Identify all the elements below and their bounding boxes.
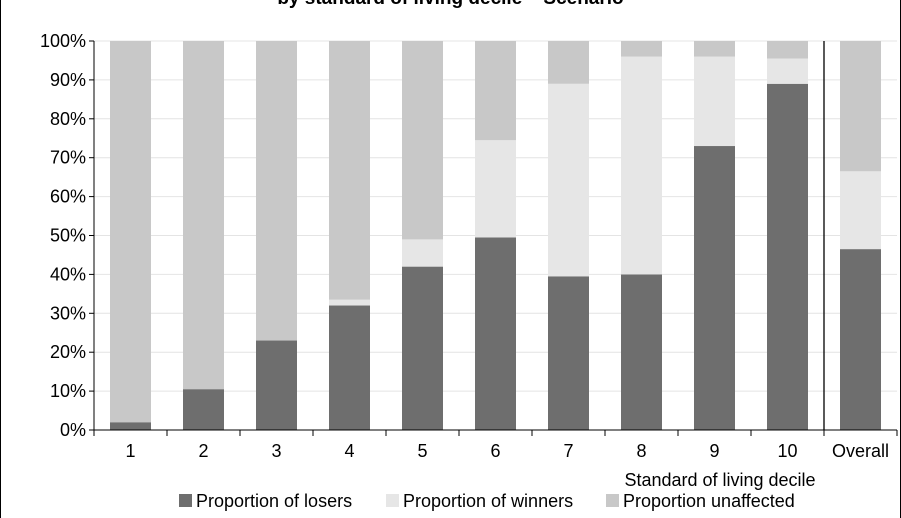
bar-segment-1 bbox=[767, 58, 808, 84]
bar-segment-1 bbox=[694, 56, 735, 147]
y-tick-label: 50% bbox=[50, 226, 86, 246]
x-tick-label: 10 bbox=[777, 441, 797, 461]
x-tick-label: 5 bbox=[417, 441, 427, 461]
bar-segment-1 bbox=[475, 140, 516, 238]
x-tick-label: 8 bbox=[636, 441, 646, 461]
bar-segment-2 bbox=[475, 41, 516, 141]
x-tick-label: 1 bbox=[125, 441, 135, 461]
bar-segment-2 bbox=[694, 41, 735, 57]
bar-segment-0 bbox=[475, 237, 516, 430]
legend-swatch-0 bbox=[179, 494, 192, 507]
bar-segment-2 bbox=[621, 41, 662, 57]
x-tick-labels: 1 2 3 4 5 6 7 8 9 10 Overall bbox=[125, 441, 889, 461]
bar-segment-2 bbox=[767, 41, 808, 59]
bar-segment-0 bbox=[694, 146, 735, 430]
bar-segment-1 bbox=[840, 171, 881, 250]
x-tick-label: 6 bbox=[490, 441, 500, 461]
bar-segment-0 bbox=[621, 274, 662, 430]
x-tick-label: 2 bbox=[198, 441, 208, 461]
legend-label-2: Proportion unaffected bbox=[623, 491, 795, 511]
legend-swatch-1 bbox=[386, 494, 399, 507]
bar-segment-2 bbox=[110, 41, 151, 423]
bar-segment-2 bbox=[329, 41, 370, 300]
bar-segment-1 bbox=[329, 299, 370, 306]
bar-segment-0 bbox=[402, 266, 443, 430]
x-tick-label: 4 bbox=[344, 441, 354, 461]
y-tick-label: 100% bbox=[40, 31, 86, 51]
bar-segment-2 bbox=[183, 41, 224, 390]
y-tick-labels: 0% 10% 20% 30% 40% 50% 60% 70% 80% 90% 100% bbox=[40, 31, 86, 440]
bar-segment-0 bbox=[840, 249, 881, 430]
bars bbox=[110, 41, 881, 430]
legend-label-1: Proportion of winners bbox=[403, 491, 573, 511]
bar-segment-1 bbox=[621, 56, 662, 275]
bar-segment-0 bbox=[548, 276, 589, 430]
x-tick-label: Overall bbox=[832, 441, 889, 461]
y-tick-label: 60% bbox=[50, 187, 86, 207]
x-tick-label: 3 bbox=[271, 441, 281, 461]
bar-segment-0 bbox=[110, 422, 151, 430]
y-tick-label: 80% bbox=[50, 109, 86, 129]
bar-segment-0 bbox=[256, 340, 297, 430]
axes bbox=[89, 40, 898, 436]
y-tick-label: 90% bbox=[50, 70, 86, 90]
bar-segment-1 bbox=[402, 239, 443, 267]
bar-segment-1 bbox=[548, 83, 589, 277]
bar-segment-2 bbox=[548, 41, 589, 84]
y-tick-label: 20% bbox=[50, 342, 86, 362]
bar-segment-0 bbox=[183, 389, 224, 430]
legend: Proportion of losers Proportion of winner… bbox=[179, 491, 795, 511]
y-tick-label: 40% bbox=[50, 264, 86, 284]
x-tick-label: 7 bbox=[563, 441, 573, 461]
legend-swatch-2 bbox=[606, 494, 619, 507]
bar-segment-0 bbox=[329, 305, 370, 430]
legend-label-0: Proportion of losers bbox=[196, 491, 352, 511]
y-tick-label: 10% bbox=[50, 381, 86, 401]
y-tick-label: 30% bbox=[50, 303, 86, 323]
bar-segment-2 bbox=[402, 41, 443, 240]
y-tick-label: 0% bbox=[60, 420, 86, 440]
chart-title: by standard of living decile – Scenario bbox=[0, 0, 901, 10]
y-tick-label: 70% bbox=[50, 148, 86, 168]
x-tick-label: 9 bbox=[709, 441, 719, 461]
bar-segment-2 bbox=[256, 41, 297, 341]
bar-segment-2 bbox=[840, 41, 881, 172]
x-axis-title: Standard of living decile bbox=[624, 470, 815, 490]
bar-segment-0 bbox=[767, 83, 808, 430]
